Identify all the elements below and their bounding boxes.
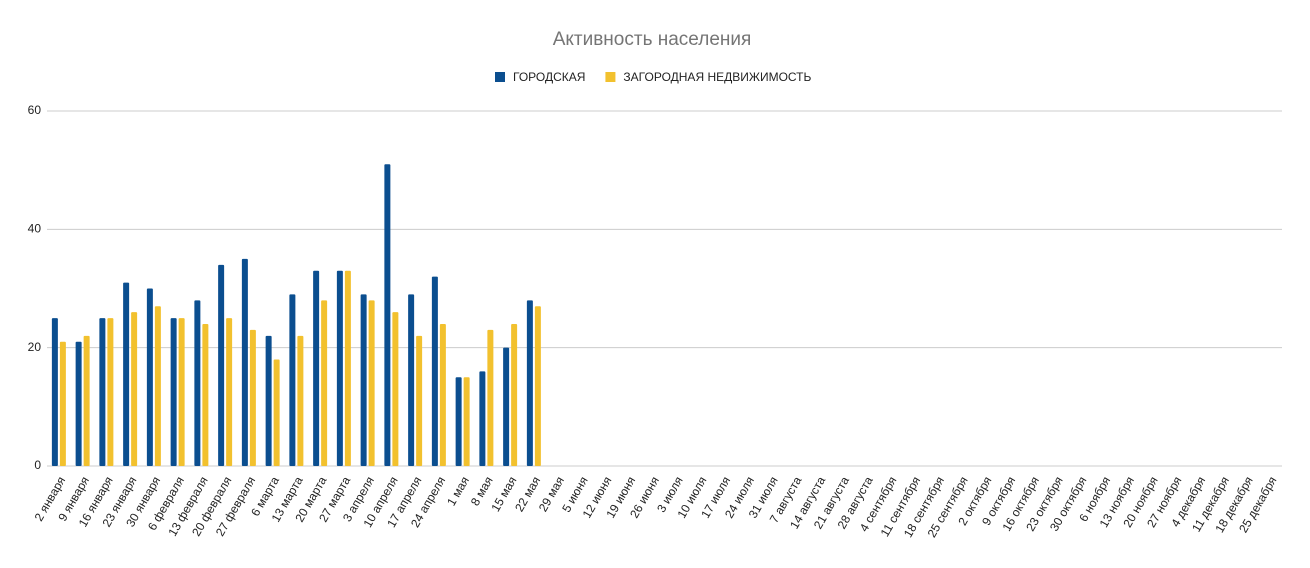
bar: [336, 270, 343, 466]
bar: [534, 306, 541, 466]
bar: [170, 318, 177, 466]
legend-swatch: [605, 72, 616, 82]
bar: [75, 341, 82, 466]
bar: [99, 318, 106, 466]
bar: [526, 300, 533, 466]
legend-label: ГОРОДСКАЯ: [513, 70, 585, 84]
bar: [384, 164, 391, 466]
bar: [83, 335, 90, 466]
bar: [455, 377, 462, 466]
y-tick-label: 0: [34, 458, 41, 472]
bar: [511, 324, 518, 466]
x-tick-label: 1 мая: [444, 474, 472, 508]
bar: [416, 335, 423, 466]
bar: [313, 270, 320, 466]
bar: [131, 312, 138, 466]
bar: [241, 258, 248, 466]
bar: [487, 329, 494, 466]
bar: [265, 335, 272, 466]
bar: [503, 347, 510, 466]
bar: [289, 294, 296, 466]
bar: [249, 329, 256, 466]
bar: [344, 270, 351, 466]
bar: [439, 324, 446, 466]
bar: [51, 318, 58, 466]
chart-title: Активность населения: [553, 29, 752, 50]
bar: [107, 318, 114, 466]
bar: [202, 324, 209, 466]
legend-label: ЗАГОРОДНАЯ НЕДВИЖИМОСТЬ: [623, 70, 811, 84]
bar: [123, 282, 130, 466]
bar: [273, 359, 280, 466]
bar: [431, 276, 438, 466]
legend-swatch: [495, 72, 505, 82]
y-tick-label: 20: [28, 340, 42, 354]
y-tick-label: 60: [28, 103, 42, 117]
bar: [368, 300, 375, 466]
bar: [218, 264, 225, 466]
bar: [59, 341, 66, 466]
bar: [154, 306, 161, 466]
bar: [178, 318, 185, 466]
bar: [226, 318, 233, 466]
bar: [408, 294, 415, 466]
bar: [479, 371, 486, 466]
bar: [297, 335, 304, 466]
bar: [360, 294, 367, 466]
bar: [321, 300, 328, 466]
bar: [194, 300, 201, 466]
bar: [146, 288, 153, 466]
bar: [463, 377, 470, 466]
y-tick-label: 40: [28, 222, 42, 236]
bar: [392, 312, 399, 466]
